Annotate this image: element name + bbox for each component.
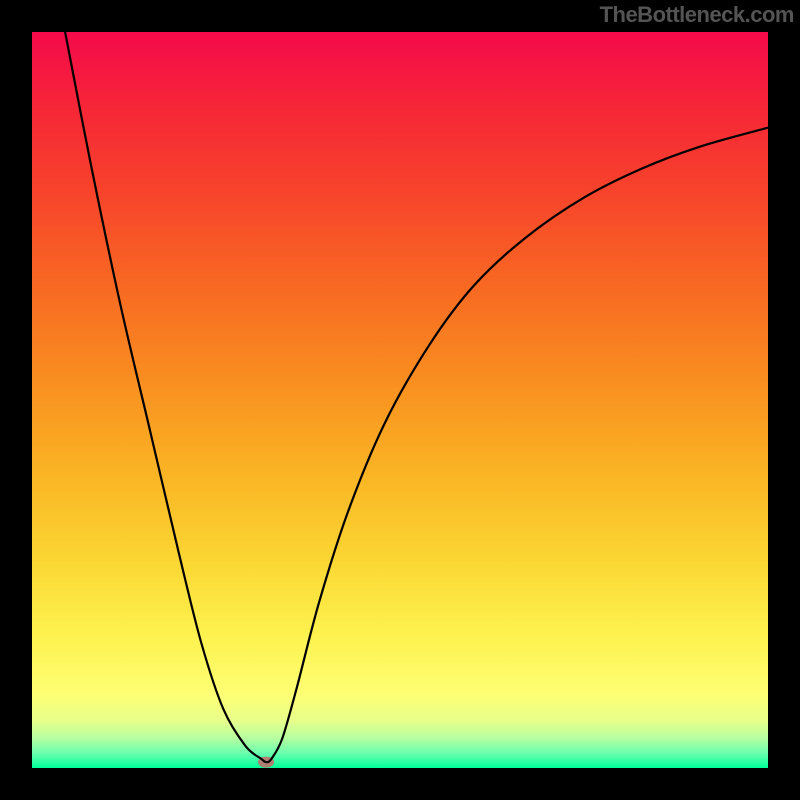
bottleneck-curve-chart xyxy=(0,0,800,800)
watermark-text: TheBottleneck.com xyxy=(600,2,794,28)
chart-container: TheBottleneck.com xyxy=(0,0,800,800)
